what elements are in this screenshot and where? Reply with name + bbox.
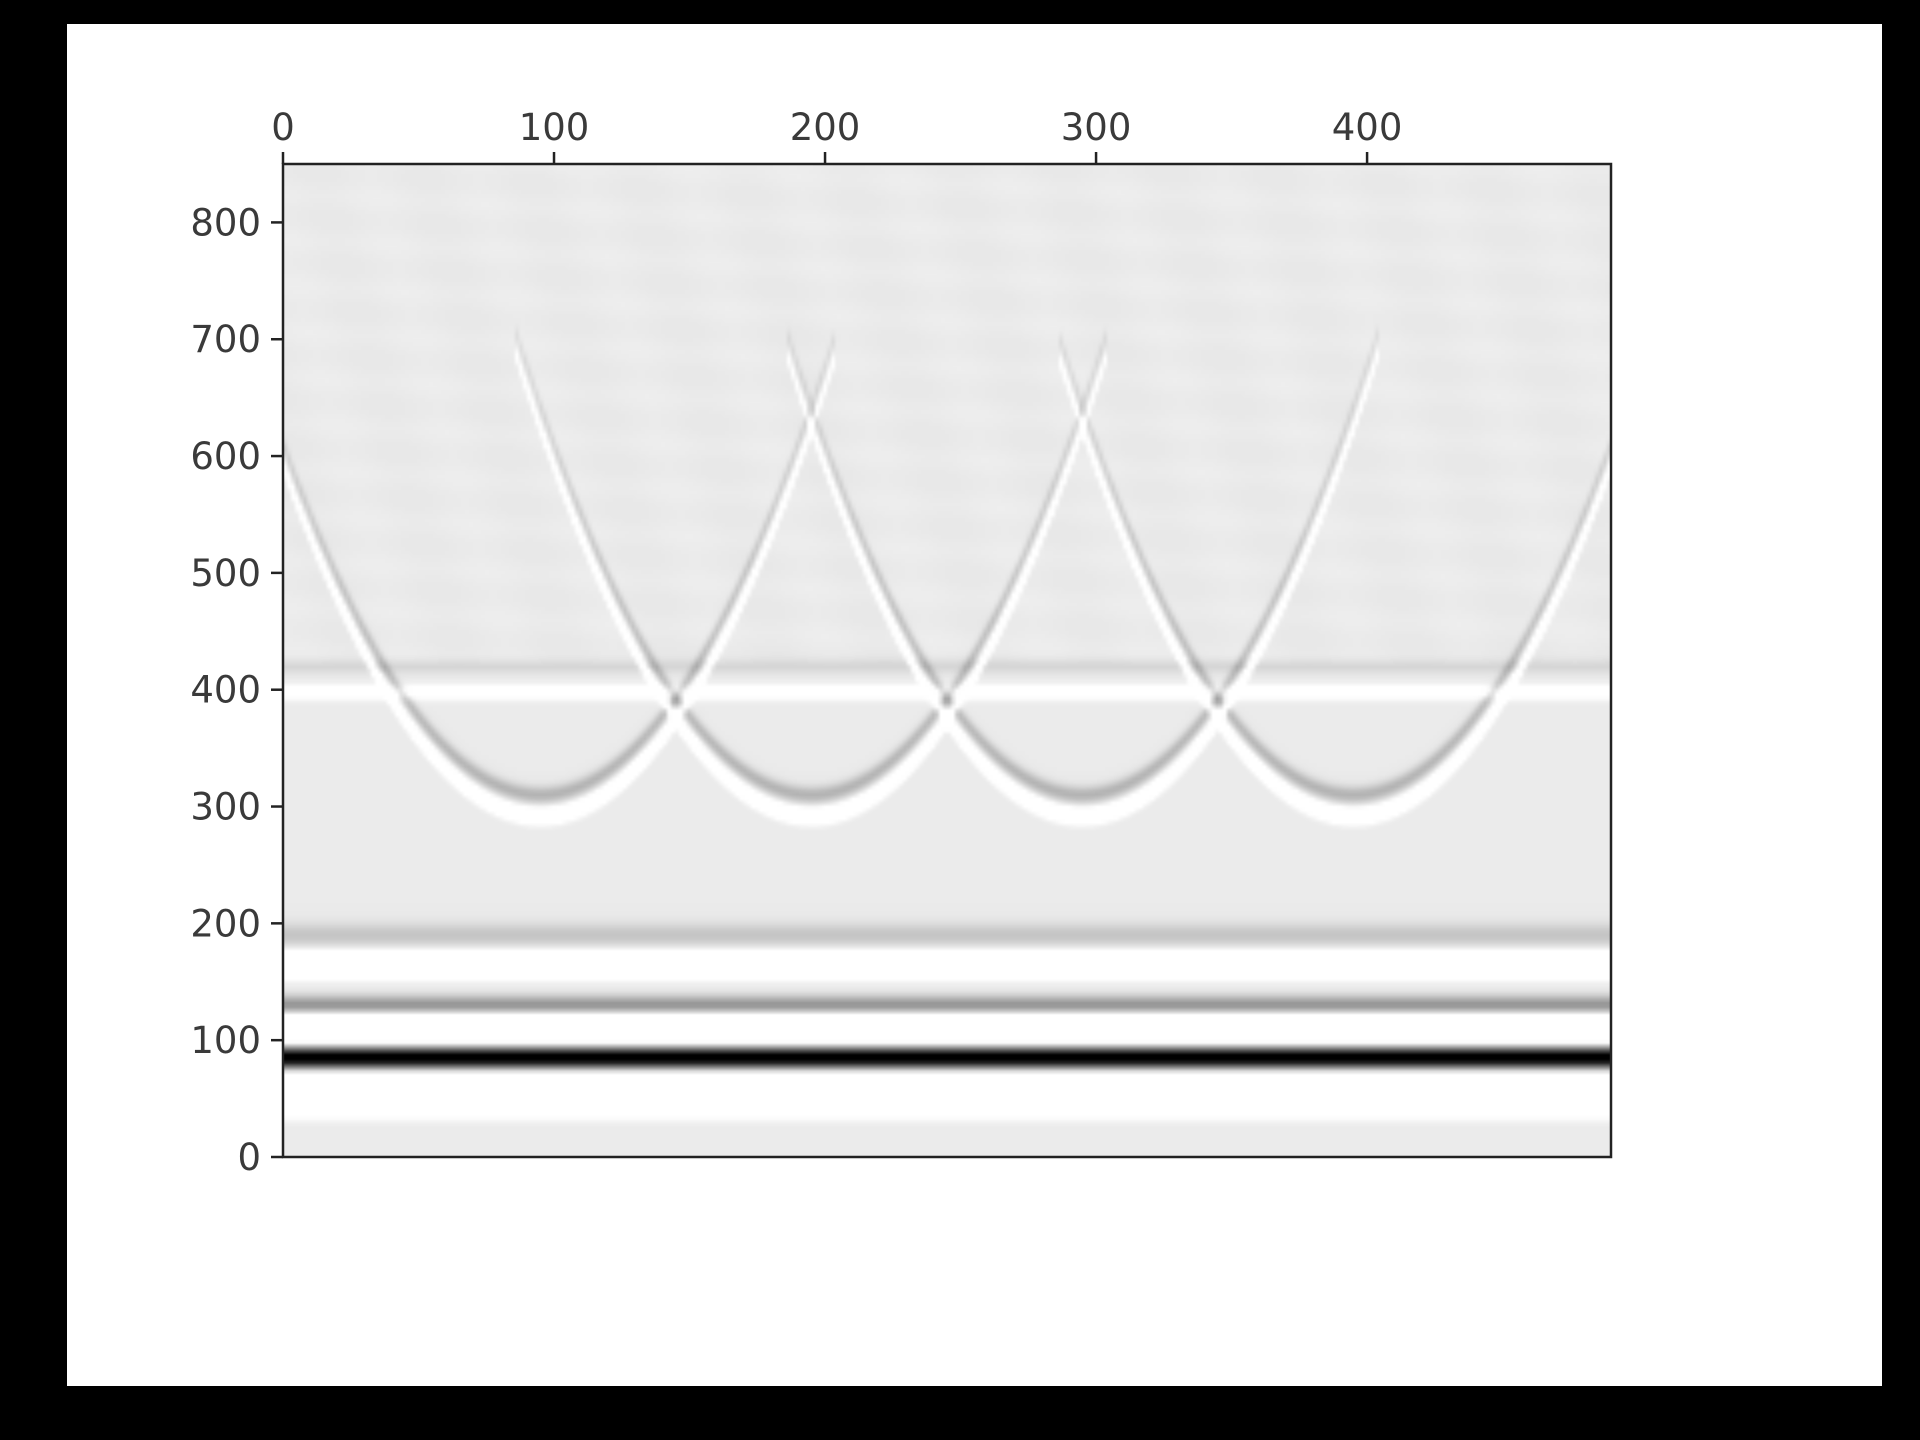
- x-tick-label: 400: [1332, 106, 1403, 149]
- y-tick-label: 700: [190, 318, 261, 361]
- y-tick-label: 0: [237, 1136, 261, 1179]
- x-tick-label: 200: [790, 106, 861, 149]
- y-tick-label: 100: [190, 1019, 261, 1062]
- y-tick-label: 300: [190, 786, 261, 829]
- y-tick-label: 500: [190, 552, 261, 595]
- y-tick-label: 200: [190, 902, 261, 945]
- y-axis: 0 100 200 300 400 500 600 700 800: [190, 201, 283, 1179]
- x-tick-label: 300: [1061, 106, 1132, 149]
- plot-frame: [281, 162, 1613, 1159]
- heatmap-raster: [283, 164, 1611, 1157]
- heatmap-image: [283, 164, 1611, 1157]
- y-tick-label: 400: [190, 669, 261, 712]
- seismic-section-chart: 0 100 200 300 400 0 100 200 300 400 500 600 700 800: [190, 106, 1613, 1179]
- y-tick-label: 600: [190, 435, 261, 478]
- x-tick-label: 0: [271, 106, 295, 149]
- x-tick-label: 100: [519, 106, 590, 149]
- figure-panel: 0 100 200 300 400 0 100 200 300 400 500 600 700 800: [67, 24, 1882, 1386]
- x-axis: 0 100 200 300 400: [271, 106, 1402, 164]
- y-tick-label: 800: [190, 201, 261, 244]
